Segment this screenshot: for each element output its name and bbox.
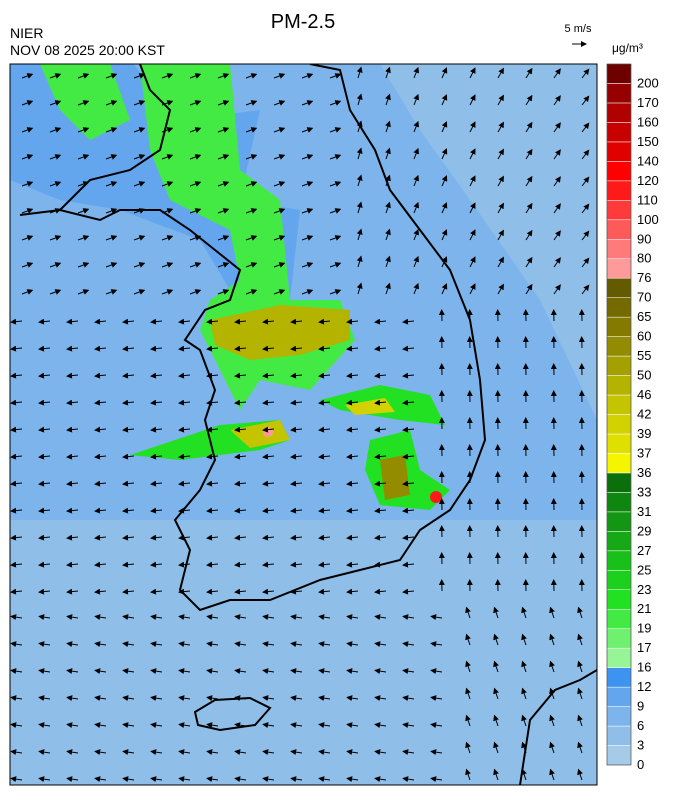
colorbar-label: 19	[637, 621, 651, 636]
colorbar-label: 33	[637, 484, 651, 499]
colorbar-label: 170	[637, 95, 659, 110]
colorbar-box	[607, 220, 631, 239]
colorbar-box	[607, 239, 631, 258]
colorbar-label: 31	[637, 504, 651, 519]
colorbar-box	[607, 570, 631, 589]
colorbar-box	[607, 142, 631, 161]
colorbar-box	[607, 648, 631, 667]
colorbar-label: 65	[637, 309, 651, 324]
colorbar-label: 42	[637, 407, 651, 422]
colorbar-label: 9	[637, 699, 644, 714]
colorbar-label: 12	[637, 679, 651, 694]
hotspot	[430, 491, 442, 503]
colorbar-box	[607, 278, 631, 297]
colorbar-box	[607, 122, 631, 141]
colorbar-box	[607, 512, 631, 531]
hotspot	[263, 427, 273, 437]
colorbar-box	[607, 337, 631, 356]
colorbar-label: 80	[637, 251, 651, 266]
colorbar-label: 29	[637, 523, 651, 538]
colorbar-label: 37	[637, 445, 651, 460]
colorbar-label: 120	[637, 173, 659, 188]
colorbar-label: 140	[637, 153, 659, 168]
colorbar-label: 27	[637, 543, 651, 558]
colorbar-box	[607, 181, 631, 200]
colorbar-label: 55	[637, 348, 651, 363]
wind-scale: 5 m/s	[565, 23, 592, 35]
colorbar-box	[607, 687, 631, 706]
sea-south	[10, 520, 597, 785]
colorbar-label: 100	[637, 212, 659, 227]
colorbar-box	[607, 259, 631, 278]
haze-olive-4	[380, 455, 410, 500]
title: PM-2.5	[271, 11, 335, 33]
colorbar-box	[607, 492, 631, 511]
colorbar-box	[607, 453, 631, 472]
colorbar: 0369121617192123252729313336373942465055…	[607, 64, 659, 772]
map	[10, 60, 597, 785]
colorbar-label: 36	[637, 465, 651, 480]
colorbar-box	[607, 707, 631, 726]
colorbar-label: 16	[637, 660, 651, 675]
colorbar-box	[607, 531, 631, 550]
colorbar-label: 0	[637, 757, 644, 772]
colorbar-box	[607, 609, 631, 628]
colorbar-box	[607, 103, 631, 122]
colorbar-box	[607, 434, 631, 453]
colorbar-label: 17	[637, 640, 651, 655]
colorbar-box	[607, 376, 631, 395]
colorbar-label: 50	[637, 368, 651, 383]
colorbar-label: 200	[637, 75, 659, 90]
colorbar-label: 60	[637, 329, 651, 344]
colorbar-label: 160	[637, 114, 659, 129]
colorbar-label: 6	[637, 718, 644, 733]
colorbar-label: 23	[637, 582, 651, 597]
agency: NIER	[10, 25, 43, 41]
colorbar-label: 110	[637, 192, 658, 207]
colorbar-box	[607, 395, 631, 414]
colorbar-box	[607, 161, 631, 180]
colorbar-label: 70	[637, 290, 651, 305]
colorbar-label: 76	[637, 270, 651, 285]
colorbar-box	[607, 83, 631, 102]
colorbar-box	[607, 415, 631, 434]
colorbar-label: 46	[637, 387, 651, 402]
colorbar-label: 90	[637, 231, 651, 246]
colorbar-box	[607, 668, 631, 687]
colorbar-box	[607, 473, 631, 492]
colorbar-box	[607, 551, 631, 570]
colorbar-label: 150	[637, 134, 659, 149]
colorbar-box	[607, 200, 631, 219]
colorbar-label: 3	[637, 738, 644, 753]
colorbar-box	[607, 298, 631, 317]
colorbar-label: 25	[637, 562, 651, 577]
colorbar-box	[607, 64, 631, 83]
colorbar-box	[607, 590, 631, 609]
colorbar-label: 21	[637, 601, 651, 616]
colorbar-label: 39	[637, 426, 651, 441]
unit: μg/m³	[612, 41, 643, 55]
colorbar-box	[607, 726, 631, 745]
colorbar-box	[607, 746, 631, 765]
colorbar-box	[607, 629, 631, 648]
colorbar-box	[607, 356, 631, 375]
colorbar-box	[607, 317, 631, 336]
datetime: NOV 08 2025 20:00 KST	[10, 42, 165, 58]
